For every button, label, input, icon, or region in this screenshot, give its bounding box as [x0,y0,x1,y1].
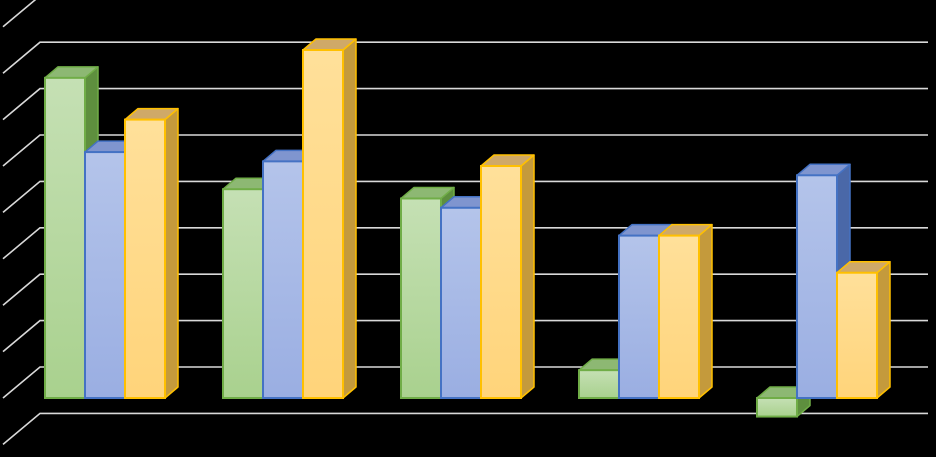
bar-front-face [263,161,303,398]
gridline [3,0,928,27]
bar-side-face [877,262,890,398]
bar-front-face [223,189,263,398]
bar [125,109,178,398]
bar-front-face [85,152,125,398]
bar-front-face [579,370,619,398]
gridline [3,413,928,444]
bar-side-face [699,225,712,398]
gridline [3,42,928,73]
bar-side-face [165,109,178,398]
bar-front-face [481,166,521,398]
bar-front-face [837,273,877,398]
bar-front-face [757,398,797,417]
bar-front-face [797,175,837,398]
bar-front-face [303,50,343,398]
bar [303,39,356,398]
bar-front-face [659,236,699,398]
bar-front-face [45,78,85,398]
bar [837,262,890,398]
bar-front-face [125,120,165,398]
bar-front-face [619,236,659,398]
bar-side-face [521,155,534,398]
bar-side-face [343,39,356,398]
bar [481,155,534,398]
bar [659,225,712,398]
bar-front-face [401,198,441,398]
bar-front-face [441,208,481,398]
